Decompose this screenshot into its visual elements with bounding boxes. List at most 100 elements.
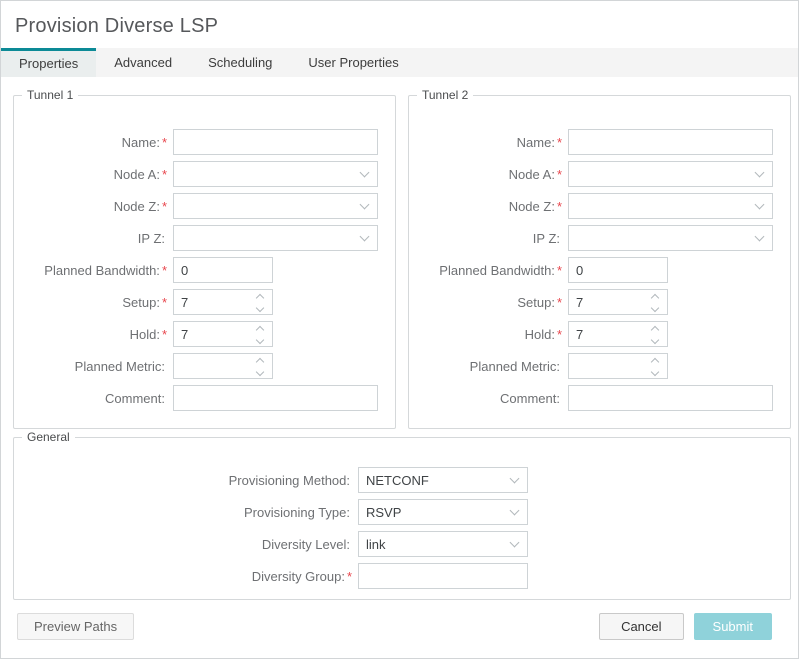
spinner-up-icon[interactable]: [255, 293, 265, 303]
field-label: Node A: *: [419, 167, 562, 182]
label-text: Diversity Group:: [251, 568, 345, 584]
general-fieldset: General Provisioning Method: NETCONF Pro…: [13, 430, 791, 600]
required-asterisk: *: [161, 198, 167, 214]
tunnel1-hold-spinner[interactable]: 7: [173, 321, 273, 347]
tunnel2-planned-bandwidth-input[interactable]: [568, 257, 668, 283]
tunnel1-legend: Tunnel 1: [22, 88, 79, 102]
tunnel2-node-z-select[interactable]: [568, 193, 773, 219]
form-row: Comment:: [24, 382, 385, 414]
required-asterisk: *: [556, 134, 562, 150]
tunnel1-node-z-select[interactable]: [173, 193, 378, 219]
spinner-up-icon[interactable]: [255, 357, 265, 367]
tunnel2-setup-spinner[interactable]: 7: [568, 289, 668, 315]
spinner-down-icon[interactable]: [650, 335, 660, 345]
form-row: Planned Bandwidth: *: [419, 254, 780, 286]
required-asterisk: *: [161, 294, 167, 310]
tunnel2-fieldset: Tunnel 2 Name: * Node A: * Node Z: * IP Z:: [408, 88, 791, 429]
tunnel2-planned-metric-spinner[interactable]: [568, 353, 668, 379]
provisioning-type-select[interactable]: RSVP: [358, 499, 528, 525]
form-row: Setup: * 7: [24, 286, 385, 318]
chevron-down-icon: [359, 167, 370, 178]
preview-paths-button[interactable]: Preview Paths: [17, 613, 135, 640]
tab-properties[interactable]: Properties: [1, 48, 97, 77]
label-text: Node A:: [113, 166, 160, 182]
spinner-value: 7: [181, 326, 189, 342]
required-asterisk: *: [161, 134, 167, 150]
spinner-up-icon[interactable]: [650, 293, 660, 303]
label-text: Planned Bandwidth:: [439, 262, 555, 278]
tunnel2-node-a-select[interactable]: [568, 161, 773, 187]
tunnel1-comment-input[interactable]: [173, 385, 378, 411]
field-label: Hold: *: [419, 327, 562, 342]
spinner-down-icon[interactable]: [255, 335, 265, 345]
selected-value: RSVP: [366, 504, 402, 520]
form-row: Planned Bandwidth: *: [24, 254, 385, 286]
required-asterisk: *: [161, 166, 167, 182]
provisioning-method-select[interactable]: NETCONF: [358, 467, 528, 493]
selected-value: NETCONF: [366, 472, 429, 488]
form-row: Provisioning Type: RSVP: [24, 496, 780, 528]
tunnel1-planned-bandwidth-input[interactable]: [173, 257, 273, 283]
tab-user-properties[interactable]: User Properties: [308, 55, 399, 70]
spinner-up-icon[interactable]: [650, 325, 660, 335]
label-text: Planned Metric:: [74, 358, 165, 374]
tunnel2-ip-z-select[interactable]: [568, 225, 773, 251]
field-label: Planned Bandwidth: *: [419, 263, 562, 278]
field-label: Node Z: *: [419, 199, 562, 214]
footer-actions: Cancel Submit: [599, 613, 772, 640]
spinner-up-icon[interactable]: [255, 325, 265, 335]
field-label: Comment:: [419, 391, 562, 406]
tunnel1-planned-metric-spinner[interactable]: [173, 353, 273, 379]
spinner-value: 7: [576, 326, 584, 342]
field-label: Planned Metric:: [419, 359, 562, 374]
tunnel2-legend: Tunnel 2: [417, 88, 474, 102]
tunnel1-setup-spinner[interactable]: 7: [173, 289, 273, 315]
form-row: Comment:: [419, 382, 780, 414]
chevron-down-icon: [509, 537, 520, 548]
field-label: Setup: *: [24, 295, 167, 310]
spinner-down-icon[interactable]: [650, 303, 660, 313]
label-text: IP Z:: [137, 230, 165, 246]
required-asterisk: *: [556, 198, 562, 214]
tab-scheduling[interactable]: Scheduling: [208, 55, 273, 70]
spinner-up-icon[interactable]: [650, 357, 660, 367]
footer-bar: Preview Paths Cancel Submit: [1, 600, 798, 640]
label-text: Planned Bandwidth:: [44, 262, 160, 278]
field-label: Planned Metric:: [24, 359, 167, 374]
tab-advanced[interactable]: Advanced: [114, 55, 173, 70]
label-text: Node A:: [508, 166, 555, 182]
page-title: Provision Diverse LSP: [15, 15, 219, 37]
form-row: Hold: * 7: [419, 318, 780, 350]
tunnel2-hold-spinner[interactable]: 7: [568, 321, 668, 347]
required-asterisk: *: [346, 568, 352, 584]
tunnel2-comment-input[interactable]: [568, 385, 773, 411]
field-label: Provisioning Method:: [24, 473, 352, 488]
label-text: Provisioning Type:: [244, 504, 350, 520]
form-row: Node Z: *: [24, 190, 385, 222]
chevron-down-icon: [509, 505, 520, 516]
tab-bar: Properties Advanced Scheduling User Prop…: [1, 48, 798, 77]
submit-button[interactable]: Submit: [693, 613, 772, 640]
form-row: Hold: * 7: [24, 318, 385, 350]
diversity-level-select[interactable]: link: [358, 531, 528, 557]
field-label: Setup: *: [419, 295, 562, 310]
label-text: Provisioning Method:: [228, 472, 350, 488]
spinner-down-icon[interactable]: [255, 303, 265, 313]
tunnel1-ip-z-select[interactable]: [173, 225, 378, 251]
spinner-down-icon[interactable]: [255, 367, 265, 377]
field-label: Comment:: [24, 391, 167, 406]
field-label: Node Z: *: [24, 199, 167, 214]
cancel-button[interactable]: Cancel: [599, 613, 684, 640]
form-row: Setup: * 7: [419, 286, 780, 318]
tunnel1-name-input[interactable]: [173, 129, 378, 155]
tunnel1-fieldset: Tunnel 1 Name: * Node A: * Node Z: * IP Z:: [13, 88, 396, 429]
spinner-down-icon[interactable]: [650, 367, 660, 377]
tunnel1-node-a-select[interactable]: [173, 161, 378, 187]
tunnel2-name-input[interactable]: [568, 129, 773, 155]
form-row: Provisioning Method: NETCONF: [24, 464, 780, 496]
field-label: Planned Bandwidth: *: [24, 263, 167, 278]
diversity-group-input[interactable]: [358, 563, 528, 589]
form-row: Node Z: *: [419, 190, 780, 222]
selected-value: link: [366, 536, 386, 552]
